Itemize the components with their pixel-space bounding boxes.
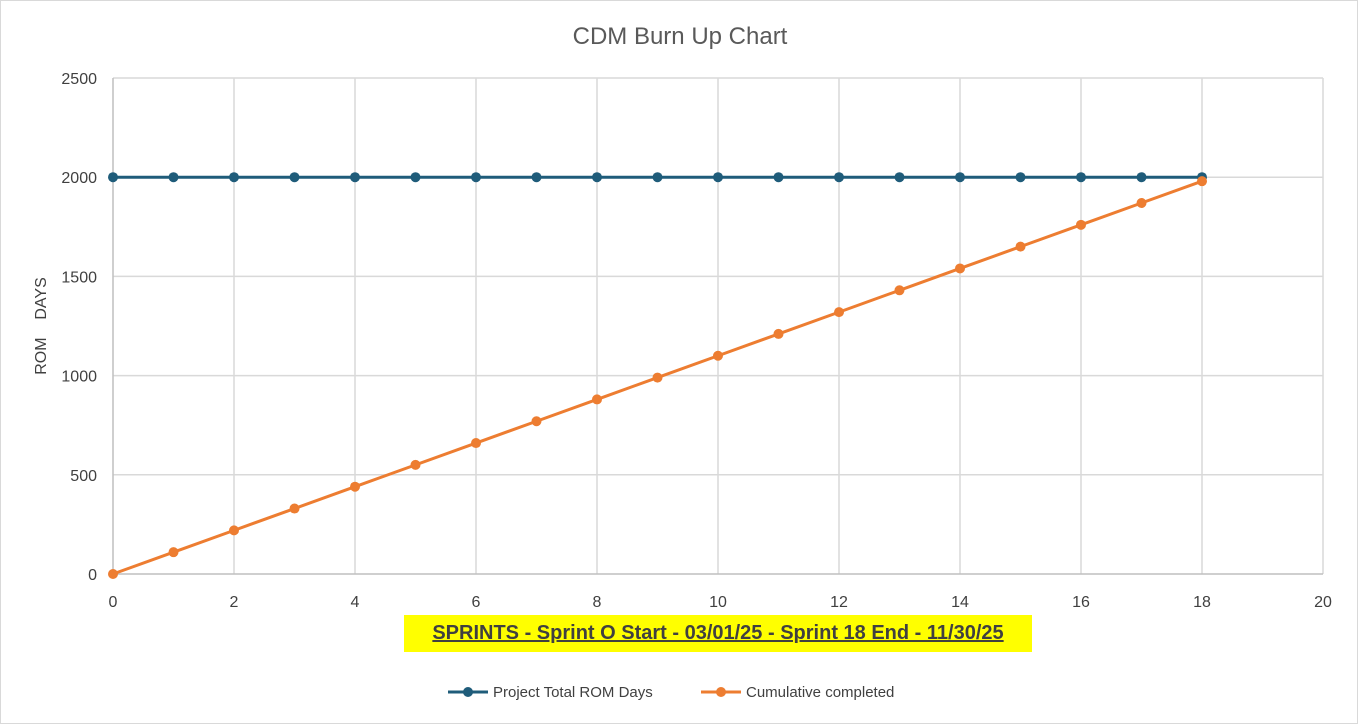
y-tick-label: 0 (88, 567, 97, 584)
x-tick-label: 4 (351, 594, 360, 611)
x-tick-label: 20 (1314, 594, 1332, 611)
x-tick-label: 10 (709, 594, 727, 611)
y-tick-label: 1000 (61, 369, 97, 386)
y-tick-label: 500 (70, 468, 97, 485)
grid-lines (112, 77, 1324, 575)
data-point (168, 547, 179, 558)
data-point (1136, 197, 1147, 208)
x-tick-label: 2 (230, 594, 239, 611)
data-point (350, 481, 360, 492)
data-point (531, 416, 542, 427)
legend-swatch-marker (716, 687, 726, 697)
data-point (834, 172, 844, 183)
data-point (1015, 241, 1026, 252)
x-axis-label: SPRINTS - Sprint O Start - 03/01/25 - Sp… (432, 622, 1004, 644)
data-point (592, 394, 602, 405)
data-point (773, 328, 784, 339)
data-point (108, 172, 118, 183)
data-point (894, 172, 905, 183)
chart-title: CDM Burn Up Chart (573, 23, 788, 50)
data-point (289, 172, 300, 183)
data-point (652, 372, 663, 383)
data-point (350, 172, 360, 183)
legend-swatch-marker (463, 687, 473, 697)
y-tick-label: 2000 (61, 170, 97, 187)
x-tick-label: 18 (1193, 594, 1211, 611)
data-point (955, 172, 965, 183)
legend-item: Project Total ROM Days (448, 684, 653, 701)
y-tick-label: 2500 (61, 71, 97, 88)
data-point (108, 569, 118, 579)
data-point (410, 459, 421, 470)
data-point (1197, 176, 1207, 187)
x-tick-label: 16 (1072, 594, 1090, 611)
legend-item: Cumulative completed (701, 684, 894, 701)
data-point (955, 263, 965, 274)
x-axis-ticks: 0 2 4 6 8 10 12 14 16 18 20 (109, 594, 1332, 611)
data-point (713, 350, 723, 361)
data-point (834, 307, 844, 318)
x-tick-label: 12 (830, 594, 848, 611)
y-axis-label: ROM DAYS (33, 277, 50, 375)
y-axis-ticks: 0 500 1000 1500 2000 2500 (61, 71, 97, 584)
x-tick-label: 0 (109, 594, 118, 611)
data-point (229, 525, 239, 536)
data-point (410, 172, 421, 183)
data-point (1015, 172, 1026, 183)
data-point (1136, 172, 1147, 183)
data-point (1076, 172, 1086, 183)
legend-label: Project Total ROM Days (493, 684, 653, 701)
data-point (592, 172, 602, 183)
data-point (471, 438, 481, 449)
legend-label: Cumulative completed (746, 684, 894, 701)
series-layer (108, 172, 1207, 579)
data-point (1076, 219, 1086, 230)
data-point (168, 172, 179, 183)
data-point (894, 285, 905, 296)
x-axis-label-box: SPRINTS - Sprint O Start - 03/01/25 - Sp… (404, 615, 1032, 652)
data-point (471, 172, 481, 183)
data-point (229, 172, 239, 183)
data-point (773, 172, 784, 183)
x-tick-label: 6 (472, 594, 481, 611)
y-tick-label: 1500 (61, 269, 97, 286)
x-tick-label: 8 (593, 594, 602, 611)
x-tick-label: 14 (951, 594, 969, 611)
legend: Project Total ROM Days Cumulative complet… (448, 684, 894, 701)
data-point (531, 172, 542, 183)
data-point (289, 503, 300, 514)
data-point (652, 172, 663, 183)
series-1 (108, 172, 1207, 183)
series-2 (108, 176, 1207, 579)
data-point (713, 172, 723, 183)
